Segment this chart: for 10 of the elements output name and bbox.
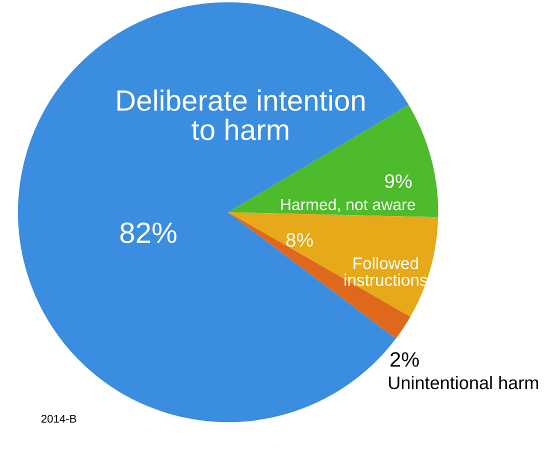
data-label: 82% <box>120 222 176 244</box>
data-label: 8% <box>286 233 313 247</box>
slice-label: Unintentional harm <box>389 376 538 390</box>
data-label: 2% <box>390 352 419 367</box>
text: 2014-B <box>41 414 76 423</box>
pie-slice <box>228 212 438 317</box>
data-label: 9% <box>385 174 412 188</box>
slice-label: Followed instructions <box>344 256 428 286</box>
slice-label: Harmed, not aware <box>281 198 416 212</box>
slice-label: Deliberate intention to harm <box>117 89 364 140</box>
